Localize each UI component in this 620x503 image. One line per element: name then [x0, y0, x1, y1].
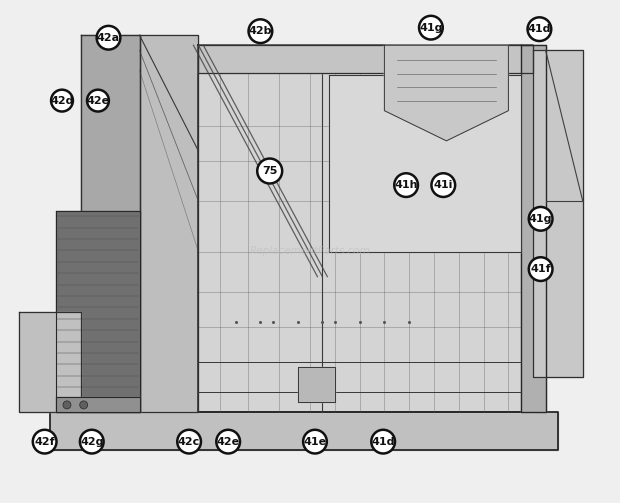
Polygon shape [384, 45, 508, 141]
Polygon shape [140, 35, 198, 412]
Polygon shape [521, 45, 546, 412]
Circle shape [80, 430, 104, 454]
Text: 41i: 41i [433, 180, 453, 190]
Text: 42a: 42a [97, 33, 120, 43]
Circle shape [216, 430, 240, 454]
Polygon shape [533, 50, 583, 377]
Polygon shape [19, 312, 81, 412]
Text: ReplacementParts.com: ReplacementParts.com [250, 246, 370, 257]
Circle shape [303, 430, 327, 454]
Circle shape [529, 207, 552, 231]
Circle shape [97, 26, 120, 50]
Circle shape [529, 257, 552, 281]
Polygon shape [81, 35, 140, 412]
Polygon shape [198, 45, 533, 412]
Text: 42d: 42d [50, 96, 74, 106]
Polygon shape [50, 412, 558, 450]
Text: 42b: 42b [249, 26, 272, 36]
Text: 41g: 41g [529, 214, 552, 224]
Polygon shape [56, 397, 140, 412]
Circle shape [87, 90, 109, 112]
Circle shape [249, 19, 272, 43]
Circle shape [63, 401, 71, 409]
Text: 41d: 41d [371, 437, 395, 447]
Polygon shape [329, 75, 521, 252]
Text: 41f: 41f [530, 264, 551, 274]
Circle shape [394, 173, 418, 197]
Circle shape [432, 173, 455, 197]
Circle shape [33, 430, 56, 454]
Text: 41d: 41d [528, 24, 551, 34]
Circle shape [257, 158, 282, 184]
Text: 75: 75 [262, 166, 277, 176]
Text: 41e: 41e [303, 437, 327, 447]
Text: 42e: 42e [216, 437, 240, 447]
Circle shape [177, 430, 201, 454]
Text: 42g: 42g [80, 437, 104, 447]
Polygon shape [298, 367, 335, 402]
Circle shape [371, 430, 395, 454]
Circle shape [528, 17, 551, 41]
Text: 42c: 42c [178, 437, 200, 447]
Polygon shape [198, 45, 533, 73]
Text: 41g: 41g [419, 23, 443, 33]
Text: 42f: 42f [34, 437, 55, 447]
Circle shape [419, 16, 443, 40]
Circle shape [51, 90, 73, 112]
Polygon shape [56, 211, 140, 412]
Circle shape [80, 401, 87, 409]
Text: 41h: 41h [394, 180, 418, 190]
Text: 42e: 42e [86, 96, 110, 106]
